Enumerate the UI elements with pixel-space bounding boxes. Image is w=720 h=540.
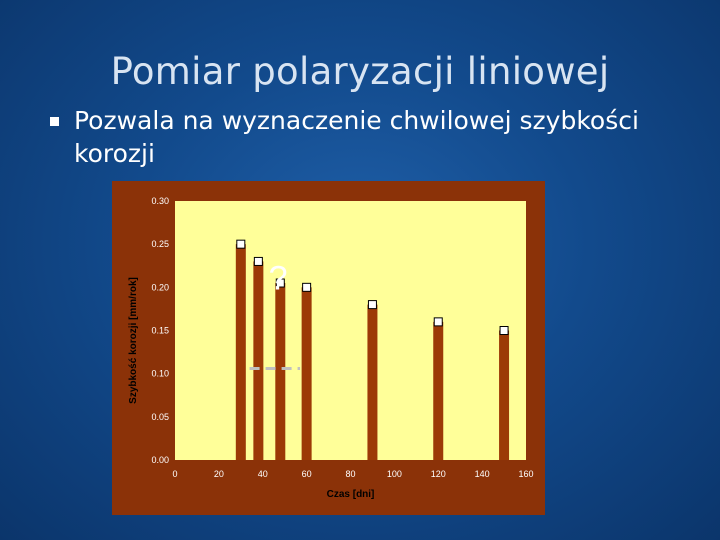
y-tick-label: 0.00	[151, 455, 169, 465]
data-bar	[253, 261, 264, 460]
x-axis-labels: 0 20 40 60 80 100 120 140 160	[172, 469, 533, 479]
x-axis-title: Czas [dni]	[327, 489, 375, 500]
x-tick-label: 20	[214, 469, 224, 479]
y-tick-label: 0.20	[151, 282, 169, 292]
x-tick-label: 0	[172, 469, 177, 479]
x-tick-label: 100	[387, 469, 402, 479]
question-mark-annotation: ?	[269, 259, 288, 297]
x-tick-label: 80	[345, 469, 355, 479]
bullet-text: Pozwala na wyznaczenie chwilowej szybkoś…	[74, 106, 639, 168]
bullet-marker	[50, 117, 59, 126]
bars-group	[235, 244, 510, 460]
data-bar	[499, 330, 510, 460]
x-tick-label: 160	[518, 469, 533, 479]
y-tick-label: 0.05	[151, 412, 169, 422]
corrosion-rate-chart: 0.00 0.05 0.10 0.15 0.20 0.25 0.30 0 20 40 60 80 10…	[112, 181, 545, 515]
data-marker	[302, 282, 312, 292]
data-marker	[236, 239, 246, 249]
data-bar	[367, 304, 378, 460]
x-tick-label: 120	[431, 469, 446, 479]
x-tick-label: 140	[475, 469, 490, 479]
y-tick-label: 0.25	[151, 239, 169, 249]
plot-area	[175, 201, 526, 460]
data-marker	[275, 278, 285, 288]
y-axis-title: Szybkość korozji [mm/rok]	[128, 277, 139, 404]
data-bar	[301, 287, 312, 460]
y-axis-labels: 0.00 0.05 0.10 0.15 0.20 0.25 0.30	[151, 196, 169, 465]
markers-group	[236, 239, 509, 335]
y-tick-label: 0.10	[151, 369, 169, 379]
x-tick-label: 40	[258, 469, 268, 479]
data-bar	[275, 283, 286, 460]
data-bar	[235, 244, 246, 460]
data-marker	[433, 317, 443, 327]
y-tick-label: 0.15	[151, 326, 169, 336]
slide-title: Pomiar polaryzacji liniowej	[110, 50, 610, 93]
data-marker	[499, 326, 509, 335]
data-marker	[367, 300, 377, 310]
y-tick-label: 0.30	[151, 196, 169, 206]
data-marker	[253, 256, 263, 266]
data-bar	[433, 321, 444, 460]
x-tick-label: 60	[302, 469, 312, 479]
